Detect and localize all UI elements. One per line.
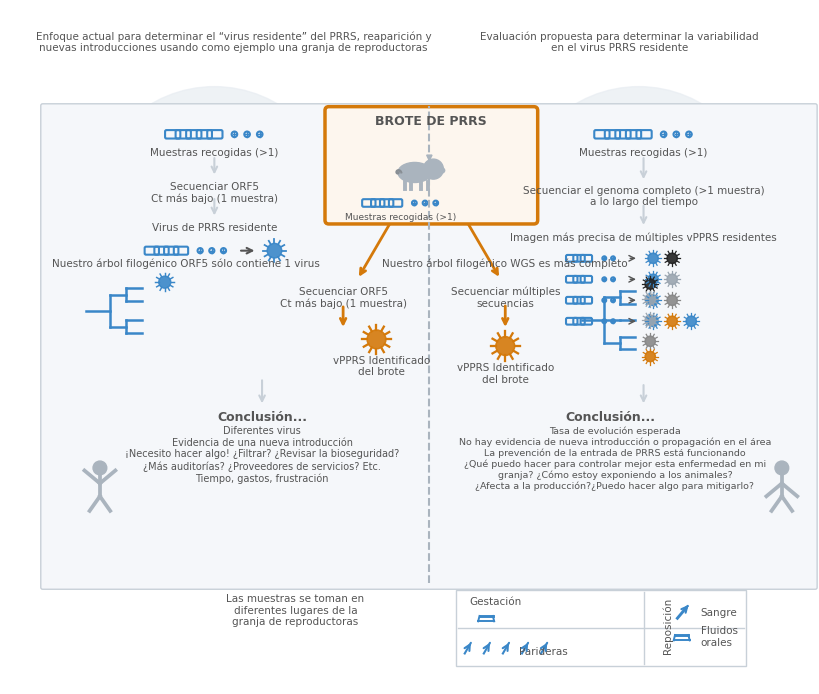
Circle shape (645, 279, 654, 289)
Circle shape (93, 461, 106, 475)
Ellipse shape (397, 162, 431, 183)
Circle shape (666, 295, 676, 305)
Text: Parideras: Parideras (518, 647, 567, 657)
Ellipse shape (437, 168, 444, 173)
Circle shape (367, 330, 386, 349)
Text: vPPRS Identificado
del brote: vPPRS Identificado del brote (333, 355, 429, 377)
Text: Secuenciar múltiples
secuencias: Secuenciar múltiples secuencias (450, 287, 559, 309)
Text: Nuestro árbol filogénico ORF5 sólo contiene 1 virus: Nuestro árbol filogénico ORF5 sólo conti… (52, 258, 319, 269)
Circle shape (647, 274, 658, 285)
Text: Secuenciar ORF5
Ct más bajo (1 muestra): Secuenciar ORF5 Ct más bajo (1 muestra) (279, 287, 406, 309)
Circle shape (647, 253, 658, 264)
Circle shape (645, 294, 654, 305)
Text: Reposición: Reposición (661, 598, 672, 654)
Circle shape (159, 276, 170, 288)
Text: vPPRS Identificado
del brote: vPPRS Identificado del brote (456, 363, 553, 384)
Circle shape (647, 316, 658, 326)
Circle shape (645, 336, 654, 346)
Circle shape (645, 315, 654, 325)
Text: Conclusión...: Conclusión... (217, 411, 306, 424)
Text: BROTE DE PRRS: BROTE DE PRRS (374, 115, 486, 128)
Circle shape (647, 295, 658, 305)
Circle shape (666, 253, 676, 264)
Polygon shape (426, 155, 432, 160)
Circle shape (314, 268, 543, 497)
Circle shape (423, 159, 443, 179)
Circle shape (267, 244, 282, 258)
Text: Muestras recogidas (>1): Muestras recogidas (>1) (579, 148, 707, 158)
FancyBboxPatch shape (455, 590, 744, 666)
Text: Sangre: Sangre (700, 608, 736, 618)
Circle shape (495, 337, 514, 355)
Circle shape (686, 316, 695, 326)
Text: Virus de PRRS residente: Virus de PRRS residente (152, 223, 277, 233)
Text: Muestras recogidas (>1): Muestras recogidas (>1) (150, 148, 278, 158)
Circle shape (645, 351, 654, 362)
Text: Conclusión...: Conclusión... (564, 411, 654, 424)
Text: Secuenciar ORF5
Ct más bajo (1 muestra): Secuenciar ORF5 Ct más bajo (1 muestra) (151, 182, 278, 204)
Text: Imagen más precisa de múltiples vPPRS residentes: Imagen más precisa de múltiples vPPRS re… (509, 232, 776, 243)
Text: Nuestro árbol filogénico WGS es más completo: Nuestro árbol filogénico WGS es más comp… (382, 258, 627, 269)
Text: Diferentes virus
Evidencia de una nueva introducción
¡Necesito hacer algo! ¿Filt: Diferentes virus Evidencia de una nueva … (124, 426, 399, 484)
Text: Enfoque actual para determinar el “virus residente” del PRRS, reaparición y
nuev: Enfoque actual para determinar el “virus… (35, 31, 431, 53)
Text: Gestación: Gestación (469, 597, 521, 607)
Text: Fluidos
orales: Fluidos orales (700, 626, 737, 648)
Circle shape (774, 461, 788, 475)
Text: Evaluación propuesta para determinar la variabilidad
en el virus PRRS residente: Evaluación propuesta para determinar la … (480, 31, 758, 53)
FancyBboxPatch shape (324, 107, 537, 224)
Text: Secuenciar el genoma completo (>1 muestra)
a lo largo del tiempo: Secuenciar el genoma completo (>1 muestr… (522, 186, 763, 208)
FancyBboxPatch shape (41, 104, 817, 589)
Circle shape (90, 87, 338, 335)
Text: Tasa de evolución esperada
No hay evidencia de nueva introducción o propagación : Tasa de evolución esperada No hay eviden… (458, 426, 770, 491)
Text: Muestras recogidas (>1): Muestras recogidas (>1) (344, 212, 455, 221)
Text: Las muestras se toman en
diferentes lugares de la
granja de reproductoras: Las muestras se toman en diferentes luga… (226, 594, 364, 627)
Circle shape (666, 316, 676, 326)
Circle shape (514, 87, 762, 335)
Circle shape (666, 274, 676, 285)
